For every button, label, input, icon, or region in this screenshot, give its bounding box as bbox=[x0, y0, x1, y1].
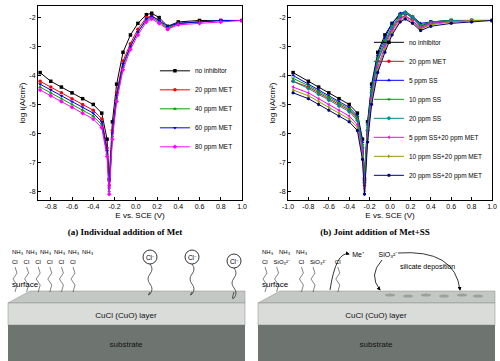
svg-text:silicate deposition: silicate deposition bbox=[400, 263, 456, 270]
svg-text:0.0: 0.0 bbox=[131, 203, 141, 210]
svg-text:20 ppm MET: 20 ppm MET bbox=[195, 86, 232, 94]
svg-text:Cl⁻: Cl⁻ bbox=[146, 254, 154, 261]
svg-text:-5: -5 bbox=[279, 101, 285, 108]
svg-text:-8: -8 bbox=[279, 188, 285, 195]
svg-text:Cl⁻: Cl⁻ bbox=[188, 254, 196, 261]
svg-text:0.0: 0.0 bbox=[385, 203, 395, 210]
svg-text:NH₃: NH₃ bbox=[296, 249, 308, 255]
svg-text:0.4: 0.4 bbox=[173, 203, 183, 210]
svg-text:Cl: Cl bbox=[334, 259, 341, 265]
svg-text:-2: -2 bbox=[279, 14, 285, 21]
svg-text:5 ppm SS+20 ppm MET: 5 ppm SS+20 ppm MET bbox=[409, 134, 479, 142]
svg-text:-4: -4 bbox=[279, 72, 285, 79]
svg-text:0.6: 0.6 bbox=[195, 203, 205, 210]
svg-text:20 ppm SS: 20 ppm SS bbox=[409, 115, 442, 123]
svg-text:NH₃: NH₃ bbox=[12, 249, 24, 255]
svg-text:-3: -3 bbox=[29, 43, 35, 50]
svg-text:-0.2: -0.2 bbox=[108, 203, 120, 210]
svg-text:Cl: Cl bbox=[262, 259, 268, 265]
svg-text:-2: -2 bbox=[29, 14, 35, 21]
svg-text:E vs. SCE (V): E vs. SCE (V) bbox=[115, 211, 165, 220]
svg-text:NH₃: NH₃ bbox=[26, 249, 38, 255]
svg-text:-7: -7 bbox=[279, 159, 285, 166]
svg-text:-6: -6 bbox=[29, 130, 35, 137]
svg-text:0.6: 0.6 bbox=[446, 203, 456, 210]
svg-text:1.0: 1.0 bbox=[487, 203, 497, 210]
svg-text:-0.8: -0.8 bbox=[302, 203, 314, 210]
svg-text:-6: -6 bbox=[279, 130, 285, 137]
svg-text:E vs. SCE (V): E vs. SCE (V) bbox=[365, 211, 415, 220]
svg-text:-0.2: -0.2 bbox=[364, 203, 376, 210]
svg-text:0.8: 0.8 bbox=[216, 203, 226, 210]
svg-text:-4: -4 bbox=[29, 72, 35, 79]
svg-text:Cl: Cl bbox=[70, 259, 76, 265]
svg-text:NH₃: NH₃ bbox=[68, 249, 80, 255]
svg-text:SiO₃²⁻: SiO₃²⁻ bbox=[274, 259, 290, 265]
svg-text:Cl⁻: Cl⁻ bbox=[230, 258, 238, 265]
svg-text:Cl: Cl bbox=[298, 259, 304, 265]
svg-text:1.0: 1.0 bbox=[237, 203, 247, 210]
svg-text:SiO₃²⁻: SiO₃²⁻ bbox=[379, 251, 399, 258]
svg-text:0.2: 0.2 bbox=[152, 203, 162, 210]
svg-text:5 ppm SS: 5 ppm SS bbox=[409, 77, 438, 85]
svg-text:20 ppm SS+20 ppm MET: 20 ppm SS+20 ppm MET bbox=[409, 172, 482, 180]
svg-text:NH₃: NH₃ bbox=[54, 249, 66, 255]
svg-text:CuCl (CuO) layer: CuCl (CuO) layer bbox=[95, 311, 157, 320]
svg-text:Cl: Cl bbox=[12, 259, 18, 265]
svg-text:no inhibitor: no inhibitor bbox=[409, 39, 442, 46]
html-text:(a) Individual addition of Met: (a) Individual addition of Met bbox=[67, 227, 183, 237]
svg-text:log i(A/cm²): log i(A/cm²) bbox=[18, 82, 27, 123]
svg-text:Cl: Cl bbox=[47, 259, 53, 265]
svg-text:20 ppm MET: 20 ppm MET bbox=[409, 58, 446, 66]
svg-text:10 ppm SS: 10 ppm SS bbox=[409, 96, 442, 104]
svg-text:80 ppm MET: 80 ppm MET bbox=[195, 143, 232, 151]
svg-text:Me⁺: Me⁺ bbox=[352, 251, 365, 258]
svg-text:substrate: substrate bbox=[110, 340, 143, 349]
svg-text:-7: -7 bbox=[29, 159, 35, 166]
svg-text:0.4: 0.4 bbox=[426, 203, 436, 210]
svg-text:CuCl (CuO) layer: CuCl (CuO) layer bbox=[345, 311, 407, 320]
svg-text:NH₃: NH₃ bbox=[82, 249, 94, 255]
svg-text:Cl: Cl bbox=[24, 259, 30, 265]
html-text:(b) Joint addition of Met+SS: (b) Joint addition of Met+SS bbox=[320, 227, 430, 237]
svg-text:NH₃: NH₃ bbox=[40, 249, 52, 255]
svg-text:-0.4: -0.4 bbox=[343, 203, 355, 210]
svg-text:no inhibitor: no inhibitor bbox=[195, 67, 228, 74]
svg-text:0.8: 0.8 bbox=[467, 203, 477, 210]
svg-text:-0.8: -0.8 bbox=[45, 203, 57, 210]
svg-text:-0.4: -0.4 bbox=[87, 203, 99, 210]
svg-text:SiO₃²⁻: SiO₃²⁻ bbox=[310, 259, 326, 265]
svg-text:Cl: Cl bbox=[58, 259, 64, 265]
svg-text:60 ppm MET: 60 ppm MET bbox=[195, 124, 232, 132]
svg-text:-3: -3 bbox=[279, 43, 285, 50]
svg-text:40 ppm MET: 40 ppm MET bbox=[195, 105, 232, 113]
svg-text:surface: surface bbox=[12, 280, 39, 289]
svg-text:-8: -8 bbox=[29, 188, 35, 195]
svg-text:substrate: substrate bbox=[360, 340, 393, 349]
svg-text:10 ppm SS+20 ppm MET: 10 ppm SS+20 ppm MET bbox=[409, 153, 482, 161]
svg-text:log i(A/cm²): log i(A/cm²) bbox=[268, 82, 277, 123]
svg-text:NH₃: NH₃ bbox=[279, 249, 291, 255]
svg-text:NH₃: NH₃ bbox=[262, 249, 274, 255]
svg-text:surface: surface bbox=[262, 280, 289, 289]
svg-text:-5: -5 bbox=[29, 101, 35, 108]
svg-text:-0.6: -0.6 bbox=[323, 203, 335, 210]
svg-text:-1.0: -1.0 bbox=[282, 203, 294, 210]
svg-text:-0.6: -0.6 bbox=[66, 203, 78, 210]
svg-text:Cl: Cl bbox=[35, 259, 41, 265]
svg-text:0.2: 0.2 bbox=[406, 203, 416, 210]
